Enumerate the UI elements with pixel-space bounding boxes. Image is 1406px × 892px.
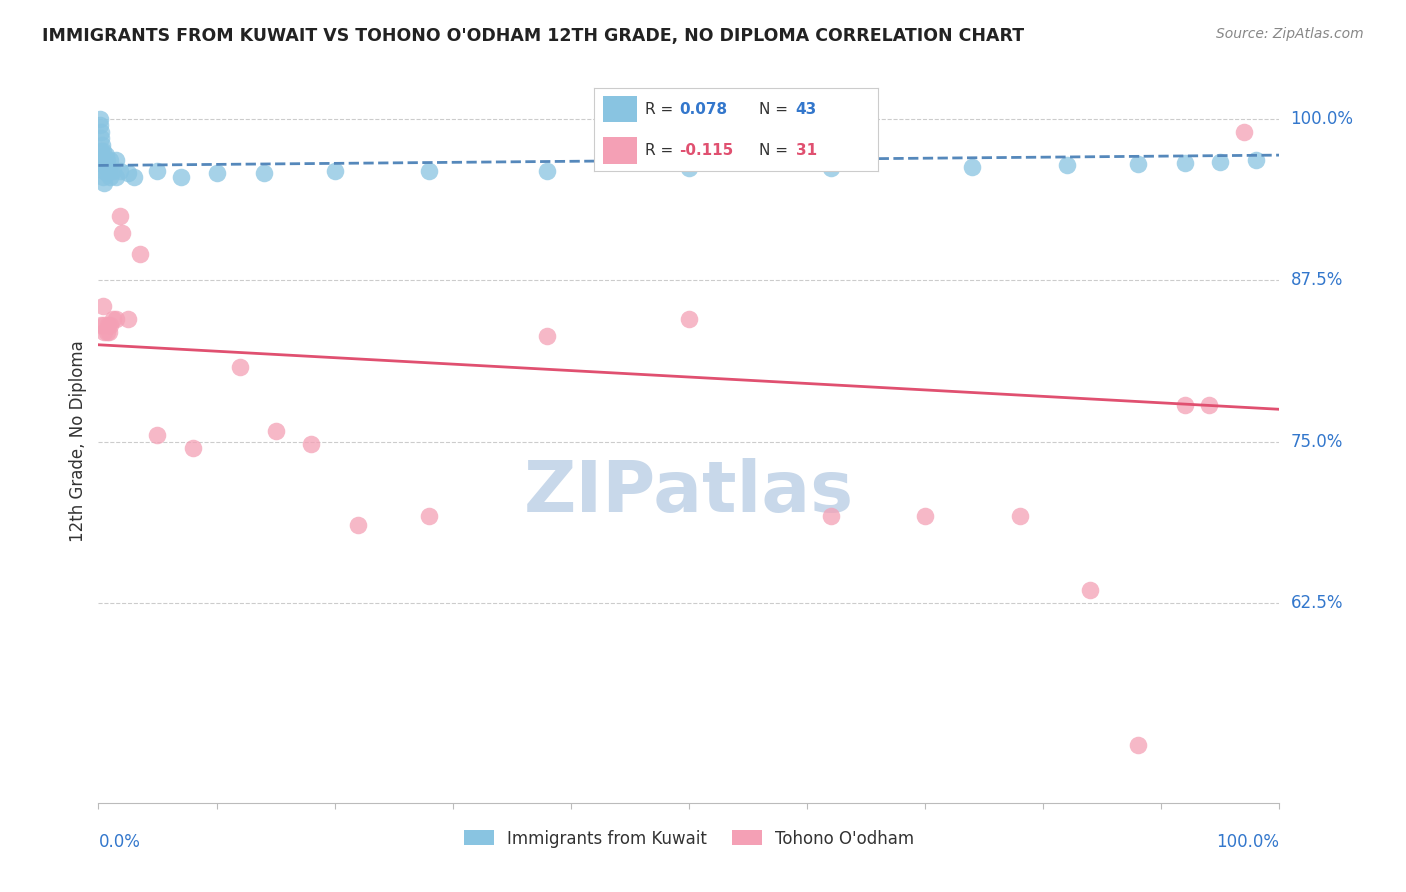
Point	[89, 112, 111, 126]
Point	[820, 161, 842, 175]
Point	[90, 145, 112, 159]
Point	[820, 509, 842, 524]
Point	[1008, 509, 1031, 524]
Point	[91, 137, 114, 152]
Point	[98, 153, 121, 168]
Point	[93, 318, 115, 333]
Text: IMMIGRANTS FROM KUWAIT VS TOHONO O'ODHAM 12TH GRADE, NO DIPLOMA CORRELATION CHAR: IMMIGRANTS FROM KUWAIT VS TOHONO O'ODHAM…	[42, 27, 1025, 45]
Point	[96, 325, 118, 339]
Point	[97, 318, 120, 333]
Point	[98, 325, 121, 339]
Text: 62.5%: 62.5%	[1291, 594, 1343, 612]
Point	[105, 169, 128, 184]
Point	[89, 119, 111, 133]
Point	[98, 163, 121, 178]
Point	[98, 169, 121, 184]
Text: 100.0%: 100.0%	[1216, 833, 1279, 851]
Point	[1244, 153, 1267, 168]
Point	[93, 325, 115, 339]
Point	[96, 166, 118, 180]
Y-axis label: 12th Grade, No Diploma: 12th Grade, No Diploma	[69, 341, 87, 542]
Point	[1126, 738, 1149, 752]
Point	[91, 157, 114, 171]
Point	[1198, 398, 1220, 412]
Point	[418, 163, 440, 178]
Point	[93, 163, 115, 178]
Text: 75.0%: 75.0%	[1291, 433, 1343, 450]
Point	[91, 169, 114, 184]
Point	[1233, 125, 1256, 139]
Point	[1080, 582, 1102, 597]
Point	[94, 148, 117, 162]
Point	[146, 163, 169, 178]
Point	[299, 437, 322, 451]
Point	[108, 209, 131, 223]
Point	[122, 169, 145, 184]
Point	[536, 328, 558, 343]
Point	[253, 166, 276, 180]
Point	[347, 518, 370, 533]
Point	[962, 160, 984, 174]
Point	[93, 177, 115, 191]
Text: 100.0%: 100.0%	[1291, 110, 1354, 128]
Point	[229, 359, 252, 374]
Text: 87.5%: 87.5%	[1291, 271, 1343, 289]
Point	[91, 151, 114, 165]
Point	[90, 318, 112, 333]
Point	[128, 247, 150, 261]
Point	[94, 160, 117, 174]
Point	[101, 163, 124, 178]
Point	[678, 161, 700, 175]
Point	[1174, 156, 1197, 170]
Point	[170, 169, 193, 184]
Point	[101, 312, 124, 326]
Point	[105, 153, 128, 168]
Point	[111, 226, 134, 240]
Point	[91, 145, 114, 159]
Point	[91, 157, 114, 171]
Point	[105, 312, 128, 326]
Point	[108, 163, 131, 178]
Text: ZIPatlas: ZIPatlas	[524, 458, 853, 526]
Point	[1056, 158, 1078, 172]
Point	[323, 163, 346, 178]
Text: Source: ZipAtlas.com: Source: ZipAtlas.com	[1216, 27, 1364, 41]
Point	[181, 441, 204, 455]
Point	[117, 166, 139, 180]
Point	[96, 153, 118, 168]
Legend: Immigrants from Kuwait, Tohono O'odham: Immigrants from Kuwait, Tohono O'odham	[456, 822, 922, 856]
Point	[678, 312, 700, 326]
Point	[418, 509, 440, 524]
Point	[93, 151, 115, 165]
Point	[90, 131, 112, 145]
Point	[536, 163, 558, 178]
Point	[1126, 157, 1149, 171]
Point	[97, 160, 120, 174]
Point	[914, 509, 936, 524]
Point	[91, 299, 114, 313]
Point	[98, 318, 121, 333]
Point	[1174, 398, 1197, 412]
Point	[90, 125, 112, 139]
Point	[117, 312, 139, 326]
Point	[1209, 154, 1232, 169]
Point	[146, 428, 169, 442]
Point	[205, 166, 228, 180]
Text: 0.0%: 0.0%	[98, 833, 141, 851]
Point	[264, 424, 287, 438]
